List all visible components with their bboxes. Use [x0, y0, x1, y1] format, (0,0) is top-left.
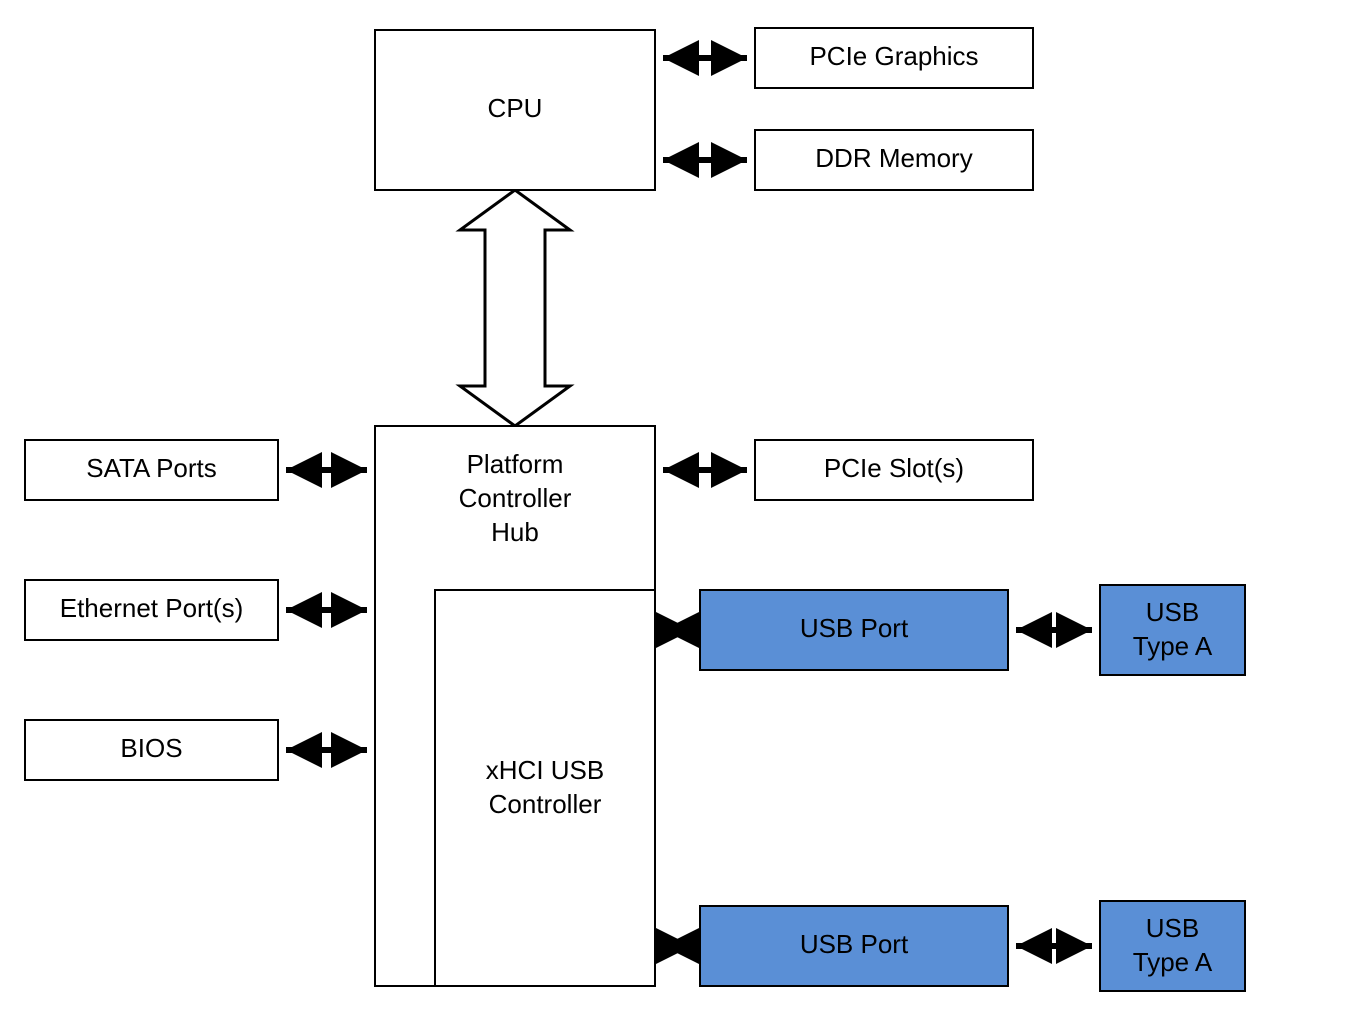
- node-ddr_mem: DDR Memory: [755, 130, 1033, 190]
- node-eth: Ethernet Port(s): [25, 580, 278, 640]
- node-bios: BIOS: [25, 720, 278, 780]
- node-ddr_mem-label: DDR Memory: [815, 143, 972, 173]
- node-usb_port_1: USB Port: [700, 590, 1008, 670]
- node-cpu-label: CPU: [488, 93, 543, 123]
- node-usb_port_2: USB Port: [700, 906, 1008, 986]
- node-usb_port_1-label: USB Port: [800, 613, 909, 643]
- node-xhci: xHCI USB Controller: [435, 590, 655, 986]
- node-pcie_gfx: PCIe Graphics: [755, 28, 1033, 88]
- node-usb_typea_1: USB Type A: [1100, 585, 1245, 675]
- node-xhci-label: xHCI USB: [486, 755, 604, 785]
- node-cpu: CPU: [375, 30, 655, 190]
- node-usb_typea_2-label: Type A: [1133, 947, 1213, 977]
- node-eth-label: Ethernet Port(s): [60, 593, 244, 623]
- node-pch-label: Hub: [491, 517, 539, 547]
- architecture-diagram: CPU PCIe Graphics DDR Memory Platform Contro…: [0, 0, 1358, 1020]
- edge-cpu-pch: [460, 190, 570, 426]
- node-usb_typea_1-label: USB: [1146, 597, 1199, 627]
- node-bios-label: BIOS: [120, 733, 182, 763]
- node-usb_typea_1-label: Type A: [1133, 631, 1213, 661]
- node-pcie_slot-label: PCIe Slot(s): [824, 453, 964, 483]
- node-usb_typea_2-label: USB: [1146, 913, 1199, 943]
- node-pcie_gfx-label: PCIe Graphics: [809, 41, 978, 71]
- node-xhci-label: Controller: [489, 789, 602, 819]
- node-sata: SATA Ports: [25, 440, 278, 500]
- node-pch-label: Platform: [467, 449, 564, 479]
- node-pch-label: Controller: [459, 483, 572, 513]
- node-pcie_slot: PCIe Slot(s): [755, 440, 1033, 500]
- node-sata-label: SATA Ports: [86, 453, 217, 483]
- node-usb_port_2-label: USB Port: [800, 929, 909, 959]
- node-usb_typea_2: USB Type A: [1100, 901, 1245, 991]
